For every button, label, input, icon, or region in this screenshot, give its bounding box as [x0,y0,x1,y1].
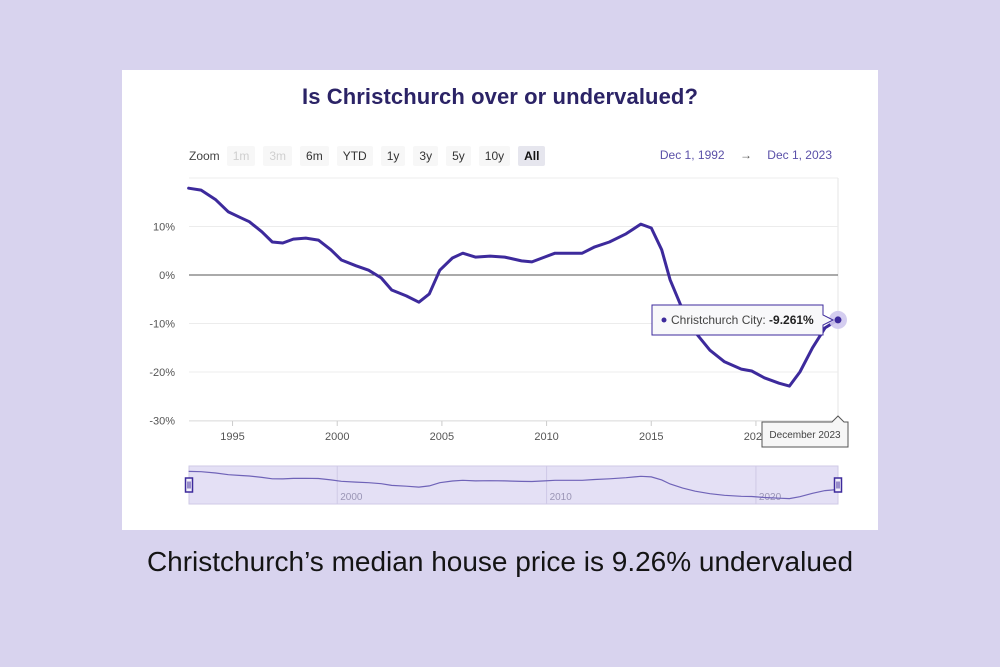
zoom-3y-button[interactable]: 3y [413,146,439,166]
zoom-ytd-button[interactable]: YTD [336,146,373,166]
tooltip-text: Christchurch City: -9.261% [671,313,814,327]
zoom-6m-button[interactable]: 6m [300,146,329,166]
zoom-5y-button[interactable]: 5y [446,146,471,166]
x-axis-label: 2015 [639,431,663,443]
zoom-range-selector: Zoom 1m 3m 6m YTD 1y 3y 5y 10y All [189,146,553,166]
date-from-input[interactable]: Dec 1, 1992 [659,148,725,162]
x-crosshair-label: December 2023 [761,415,849,448]
tooltip-series-label: Christchurch City: [671,313,769,327]
handle-grip-icon [833,477,843,493]
zoom-10y-button[interactable]: 10y [478,146,511,166]
hover-marker[interactable] [834,316,842,324]
series-line-christchurch-city [187,186,840,388]
y-axis-label: 0% [159,270,175,282]
y-axis-label: 10% [153,222,175,234]
tooltip: Christchurch City: -9.261% [651,304,835,336]
caption: Christchurch’s median house price is 9.2… [146,546,854,577]
arrow-right-icon: → [739,148,752,162]
zoom-1y-button[interactable]: 1y [380,146,406,166]
y-axis-label: -30% [149,416,175,428]
navigator-series-line [188,470,839,500]
tooltip-value: -9.261% [769,313,814,327]
y-axis-label: -20% [149,367,175,379]
chart-title: Is Christchurch over or undervalued? [301,84,699,109]
x-axis-label: 1995 [220,431,244,443]
y-axis-label: -10% [149,319,175,331]
navigator-right-handle[interactable] [833,477,843,493]
date-range: Dec 1, 1992 → Dec 1, 2023 [654,148,838,162]
navigator-label: 2010 [550,492,573,503]
zoom-1m-button[interactable]: 1m [226,146,256,166]
zoom-label: Zoom [189,149,220,163]
tooltip-box [651,304,835,336]
chart-card: Is Christchurch over or undervalued? Zoo… [122,70,878,530]
x-label-box [761,415,849,448]
date-to-input[interactable]: Dec 1, 2023 [767,148,832,162]
navigator[interactable]: 2000 2010 2020 [184,465,843,505]
navigator-left-handle[interactable] [184,477,194,493]
x-label-text: December 2023 [769,430,841,441]
x-axis-label: 2010 [534,431,558,443]
zoom-3m-button[interactable]: 3m [263,146,293,166]
tooltip-series-dot-icon [661,317,667,323]
zoom-all-button[interactable]: All [518,146,546,166]
navigator-selected-range[interactable] [188,465,839,505]
handle-grip-icon [184,477,194,493]
line-chart[interactable]: 10%0%-10%-20%-30%1995 2000 2005 2010 2015 202… [122,70,878,530]
x-axis-label: 2005 [430,431,454,443]
x-axis-label: 2000 [325,431,349,443]
navigator-label: 2000 [340,492,363,503]
